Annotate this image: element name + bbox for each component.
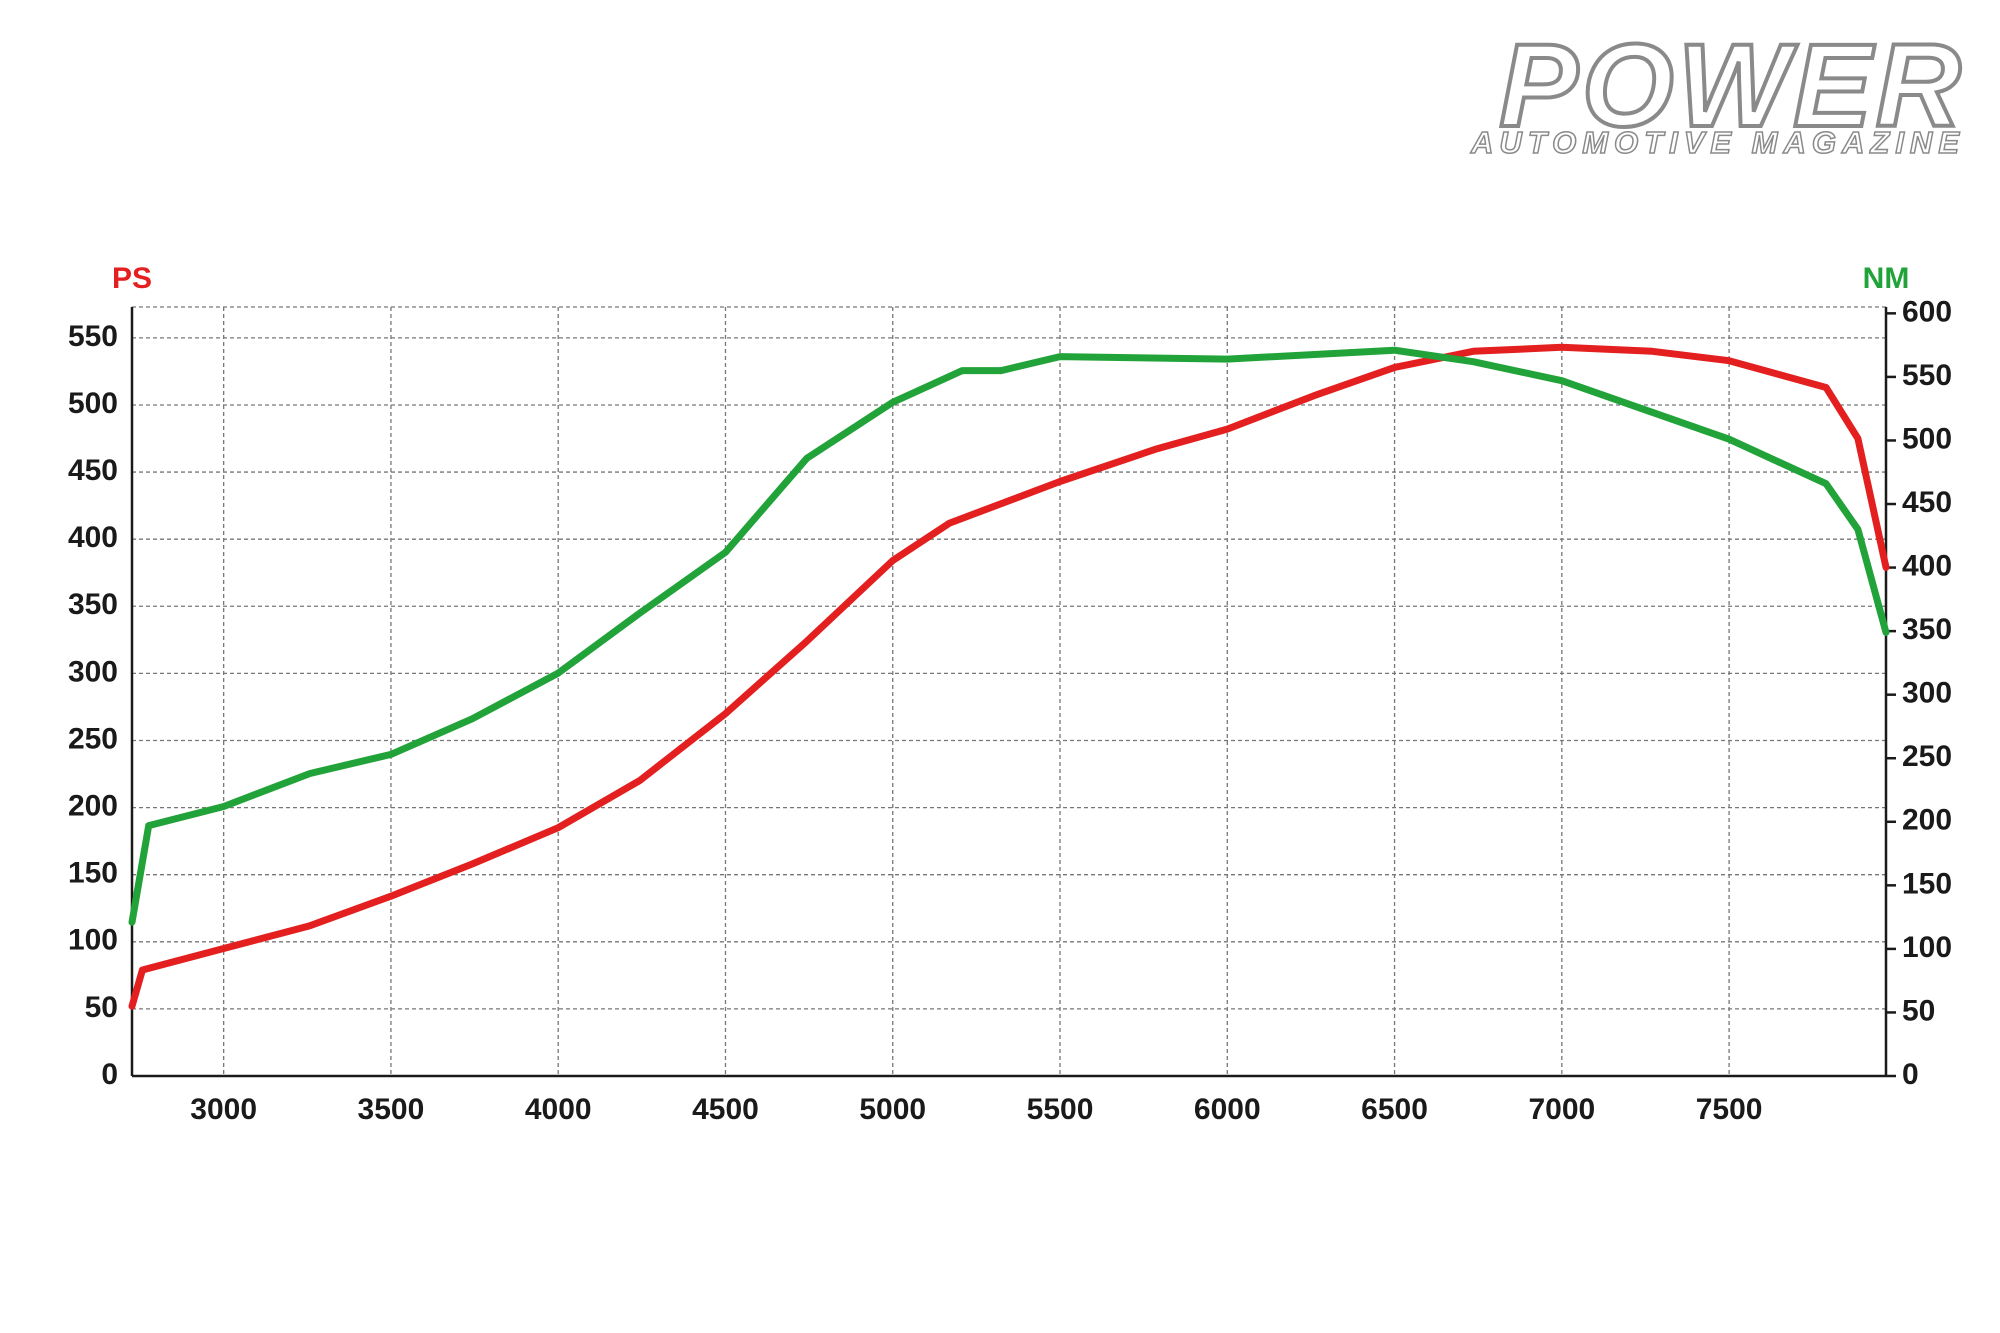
y2-axis-label: NM xyxy=(1863,262,1910,295)
y2-tick-label: 400 xyxy=(1902,549,1952,582)
y2-tick-label: 200 xyxy=(1902,804,1952,837)
y-tick-label: 450 xyxy=(68,454,118,487)
y2-tick-label: 600 xyxy=(1902,295,1952,328)
y-tick-label: 100 xyxy=(68,924,118,957)
y2-tick-label: 50 xyxy=(1902,994,1935,1027)
y2-tick-label: 450 xyxy=(1902,486,1952,519)
y2-tick-label: 250 xyxy=(1902,740,1952,773)
y-tick-label: 350 xyxy=(68,588,118,621)
y2-tick-label: 0 xyxy=(1902,1058,1919,1091)
y-tick-label: 200 xyxy=(68,790,118,823)
x-tick-label: 6500 xyxy=(1361,1093,1428,1126)
x-tick-label: 3500 xyxy=(358,1093,425,1126)
series-line xyxy=(128,346,1890,926)
y-tick-label: 50 xyxy=(85,991,118,1024)
y2-tick-label: 550 xyxy=(1902,359,1952,392)
x-tick-label: 5000 xyxy=(859,1093,926,1126)
y-tick-label: 150 xyxy=(68,857,118,890)
y2-tick-label: 100 xyxy=(1902,931,1952,964)
x-tick-label: 4500 xyxy=(692,1093,759,1126)
y-tick-label: 300 xyxy=(68,655,118,688)
x-tick-label: 4000 xyxy=(525,1093,592,1126)
y2-tick-label: 150 xyxy=(1902,867,1952,900)
x-tick-label: 7000 xyxy=(1528,1093,1595,1126)
x-tick-label: 3000 xyxy=(190,1093,257,1126)
brand-tagline: AUTOMOTIVE MAGAZINE xyxy=(1470,125,1965,160)
y-tick-label: 250 xyxy=(68,722,118,755)
y-tick-label: 400 xyxy=(68,521,118,554)
x-tick-label: 7500 xyxy=(1696,1093,1763,1126)
brand-name: POWER xyxy=(1499,20,1965,152)
y-tick-label: 0 xyxy=(101,1058,118,1091)
y2-tick-label: 300 xyxy=(1902,677,1952,710)
x-tick-label: 5500 xyxy=(1027,1093,1094,1126)
series-line xyxy=(128,343,1890,1010)
y2-tick-label: 500 xyxy=(1902,422,1952,455)
y-tick-label: 550 xyxy=(68,320,118,353)
y-tick-label: 500 xyxy=(68,387,118,420)
y-axis-label: PS xyxy=(112,262,152,295)
y2-tick-label: 350 xyxy=(1902,613,1952,646)
x-tick-label: 6000 xyxy=(1194,1093,1261,1126)
